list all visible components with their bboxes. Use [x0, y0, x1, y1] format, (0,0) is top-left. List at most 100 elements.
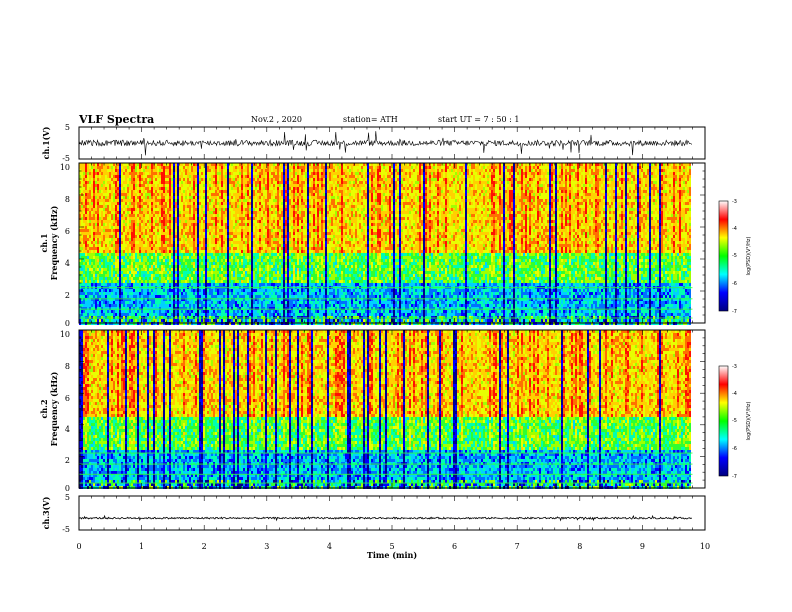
spectrogram-cell — [179, 175, 181, 178]
spectrogram-cell — [203, 214, 205, 217]
spectrogram-cell — [239, 244, 241, 247]
spectrogram-cell — [121, 244, 123, 247]
spectrogram-cell — [211, 292, 213, 295]
spectrogram-cell — [99, 232, 101, 235]
spectrogram-cell — [175, 259, 177, 262]
spectrogram-cell — [231, 166, 233, 169]
spectrogram-cell — [225, 223, 227, 226]
spectrogram-cell — [127, 169, 129, 172]
spectrogram-cell — [93, 253, 95, 256]
spectrogram-cell — [173, 226, 175, 229]
spectrogram-cell — [87, 310, 89, 313]
spectrogram-cell — [241, 205, 243, 208]
spectrogram-cell — [199, 277, 201, 280]
spectrogram-cell — [187, 178, 189, 181]
spectrogram-cell — [217, 190, 219, 193]
spectrogram-cell — [263, 187, 265, 190]
spectrogram-cell — [173, 193, 175, 196]
spectrogram-cell — [217, 304, 219, 307]
spectrogram-cell — [103, 208, 105, 211]
spectrogram-cell — [145, 178, 147, 181]
spectrogram-cell — [235, 205, 237, 208]
spectrogram-cell — [113, 202, 115, 205]
spectrogram-cell — [81, 190, 83, 193]
spectrogram-cell — [261, 190, 263, 193]
spectrogram-cell — [111, 175, 113, 178]
spectrogram-cell — [223, 187, 225, 190]
spectrogram-cell — [253, 229, 255, 232]
spectrogram-cell — [113, 184, 115, 187]
spectrogram-cell — [177, 184, 179, 187]
spectrogram-cell — [145, 253, 147, 256]
spectrogram-cell — [219, 277, 221, 280]
spectrogram-cell — [133, 259, 135, 262]
spectrogram-cell — [141, 277, 143, 280]
spectrogram-cell — [119, 172, 121, 175]
spectrogram-cell — [215, 292, 217, 295]
spectrogram-cell — [233, 193, 235, 196]
spectrogram-cell — [127, 211, 129, 214]
spectrogram-cell — [197, 262, 199, 265]
spectrogram-cell — [95, 166, 97, 169]
spectrogram-cell — [103, 313, 105, 316]
spectrogram-cell — [247, 217, 249, 220]
spectrogram-cell — [177, 220, 179, 223]
spectrogram-cell — [229, 235, 231, 238]
spectrogram-cell — [89, 250, 91, 253]
spectrogram-cell — [245, 244, 247, 247]
spectrogram-cell — [197, 250, 199, 253]
spectrogram-cell — [177, 166, 179, 169]
spectrogram-cell — [169, 295, 171, 298]
spectrogram-cell — [165, 175, 167, 178]
spectrogram-cell — [209, 229, 211, 232]
spectrogram-cell — [243, 253, 245, 256]
spectrogram-cell — [145, 259, 147, 262]
spectrogram-cell — [231, 190, 233, 193]
spectrogram-cell — [213, 196, 215, 199]
spectrogram-cell — [123, 319, 125, 322]
spectrogram-cell — [131, 214, 133, 217]
spectrogram-cell — [173, 208, 175, 211]
spectrogram-cell — [99, 181, 101, 184]
spectrogram-cell — [219, 217, 221, 220]
spectrogram-cell — [229, 214, 231, 217]
spectrogram-cell — [253, 268, 255, 271]
spectrogram-cell — [117, 235, 119, 238]
spectrogram-cell — [187, 184, 189, 187]
spectrogram-cell — [181, 226, 183, 229]
spectrogram-cell — [103, 205, 105, 208]
spectrogram-cell — [255, 268, 257, 271]
spectrogram-cell — [227, 277, 229, 280]
spectrogram-cell — [221, 220, 223, 223]
spectrogram-cell — [209, 247, 211, 250]
spectrogram-cell — [237, 256, 239, 259]
spectrogram-cell — [259, 310, 261, 313]
spectrogram-cell — [113, 277, 115, 280]
spectrogram-cell — [159, 205, 161, 208]
spectrogram-cell — [119, 262, 121, 265]
spectrogram-cell — [171, 223, 173, 226]
spectrogram-cell — [249, 289, 251, 292]
spectrogram-cell — [93, 190, 95, 193]
spectrogram-cell — [145, 313, 147, 316]
spectrogram-cell — [223, 244, 225, 247]
spectrogram-cell — [107, 184, 109, 187]
spectrogram-cell — [263, 172, 265, 175]
spectrogram-cell — [179, 223, 181, 226]
spectrogram-cell — [247, 196, 249, 199]
spectrogram-cell — [189, 229, 191, 232]
spectrogram-cell — [189, 244, 191, 247]
spectrogram-cell — [195, 244, 197, 247]
spectrogram-cell — [95, 274, 97, 277]
spectrogram-cell — [209, 226, 211, 229]
spectrogram-cell — [153, 208, 155, 211]
spectrogram-cell — [173, 259, 175, 262]
spectrogram-cell — [223, 169, 225, 172]
spectrogram-cell — [201, 229, 203, 232]
spectrogram-cell — [81, 196, 83, 199]
spectrogram-cell — [241, 190, 243, 193]
spectrogram-cell — [233, 232, 235, 235]
spectrogram-cell — [207, 295, 209, 298]
spectrogram-cell — [111, 166, 113, 169]
spectrogram-cell — [231, 199, 233, 202]
